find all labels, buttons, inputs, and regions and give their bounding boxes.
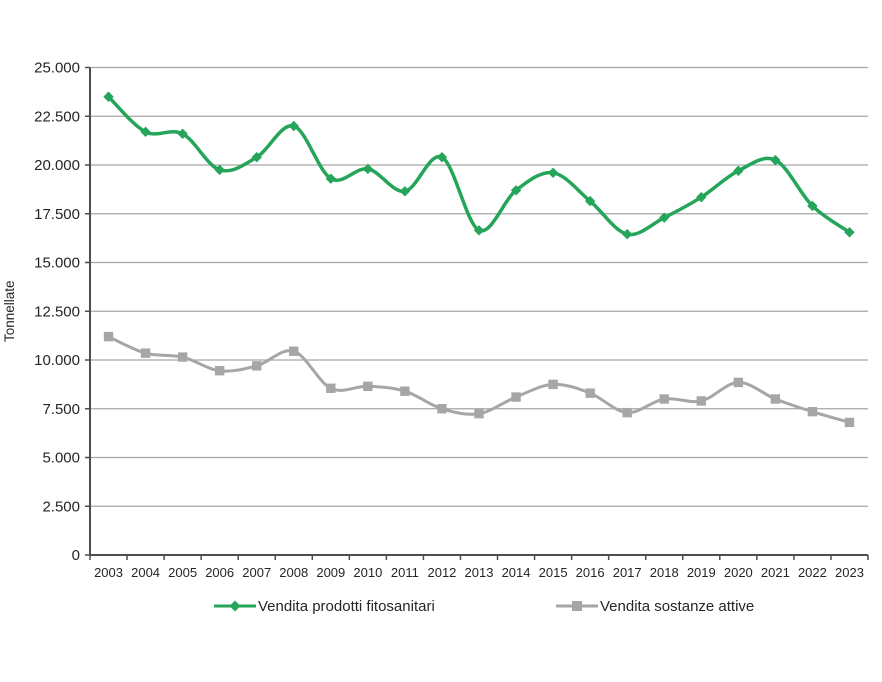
data-point-diamond (584, 195, 596, 207)
y-axis-title: Tonnellate (2, 280, 17, 342)
data-point-square (437, 404, 447, 414)
legend-label-sostanze-attive: Vendita sostanze attive (600, 597, 755, 615)
data-point-square (622, 407, 632, 418)
data-point-square (585, 388, 595, 398)
x-tick-label: 2022 (798, 565, 827, 580)
x-tick-label: 2014 (502, 565, 531, 580)
data-point-diamond (659, 212, 670, 223)
data-point-diamond (436, 152, 448, 163)
data-point-diamond (733, 165, 744, 177)
data-point-diamond (399, 186, 411, 197)
data-point-square (177, 352, 188, 362)
y-tick-label: 15.000 (34, 255, 80, 272)
y-tick-label: 7.500 (42, 401, 80, 418)
data-point-square (770, 394, 781, 404)
x-tick-label: 2004 (131, 565, 160, 580)
y-tick-label: 17.500 (34, 206, 80, 223)
x-tick-label: 2016 (576, 565, 605, 580)
data-point-square (400, 386, 410, 396)
x-tick-label: 2005 (168, 565, 197, 580)
data-point-square (659, 394, 669, 404)
x-tick-label: 2018 (650, 565, 679, 580)
data-point-diamond (696, 191, 707, 203)
y-tick-label: 12.500 (34, 303, 80, 320)
x-tick-label: 2010 (353, 565, 382, 580)
data-point-diamond (621, 229, 633, 240)
x-tick-label: 2007 (242, 565, 271, 580)
data-point-diamond (770, 154, 781, 166)
data-point-diamond (251, 152, 262, 163)
data-point-square (289, 346, 299, 356)
data-point-diamond (177, 128, 188, 139)
data-point-square (252, 361, 262, 371)
x-tick-label: 2019 (687, 565, 716, 580)
x-tick-label: 2017 (613, 565, 642, 580)
data-point-square (474, 408, 484, 419)
x-tick-label: 2013 (465, 565, 494, 580)
data-point-square (733, 377, 744, 388)
x-tick-label: 2011 (391, 565, 419, 580)
x-tick-label: 2021 (761, 565, 790, 580)
data-point-diamond (103, 91, 114, 102)
y-tick-label: 2.500 (42, 498, 80, 515)
x-tick-label: 2003 (94, 565, 123, 580)
data-point-diamond (288, 120, 299, 132)
data-point-diamond (807, 200, 818, 212)
legend-diamond-marker-icon (214, 600, 256, 612)
data-point-square (363, 381, 373, 392)
data-point-square (214, 366, 225, 376)
data-point-square (807, 406, 818, 417)
x-tick-label: 2006 (205, 565, 234, 580)
x-tick-label: 2008 (279, 565, 308, 580)
data-point-square (696, 396, 706, 406)
data-point-diamond (325, 173, 337, 184)
data-point-square (326, 383, 336, 393)
y-tick-label: 0 (72, 547, 80, 564)
y-tick-label: 22.500 (34, 108, 80, 125)
x-tick-label: 2020 (724, 565, 753, 580)
data-point-square (548, 379, 558, 390)
data-point-diamond (510, 185, 522, 196)
data-point-square (511, 392, 521, 402)
data-point-diamond (214, 164, 225, 176)
x-tick-label: 2015 (539, 565, 568, 580)
data-point-diamond (844, 227, 855, 238)
legend-label-prodotti-fitosanitari: Vendita prodotti fitosanitari (258, 597, 435, 615)
x-tick-label: 2023 (835, 565, 864, 580)
data-point-square (103, 331, 114, 342)
y-tick-label: 25.000 (34, 60, 80, 77)
legend-square-marker-icon (556, 601, 598, 611)
legend: Vendita prodotti fitosanitari Vendita so… (0, 595, 882, 619)
legend-item-prodotti-fitosanitari: Vendita prodotti fitosanitari (214, 595, 435, 617)
y-tick-label: 10.000 (34, 352, 80, 369)
y-tick-label: 20.000 (34, 157, 80, 174)
data-point-square (140, 348, 151, 358)
data-point-diamond (140, 126, 151, 138)
data-point-diamond (362, 163, 374, 175)
data-point-diamond (473, 225, 485, 236)
x-tick-label: 2009 (316, 565, 345, 580)
data-point-diamond (547, 167, 559, 178)
x-tick-label: 2012 (427, 565, 456, 580)
y-tick-label: 5.000 (42, 450, 80, 467)
legend-item-sostanze-attive: Vendita sostanze attive (556, 595, 754, 617)
data-point-square (844, 417, 855, 428)
